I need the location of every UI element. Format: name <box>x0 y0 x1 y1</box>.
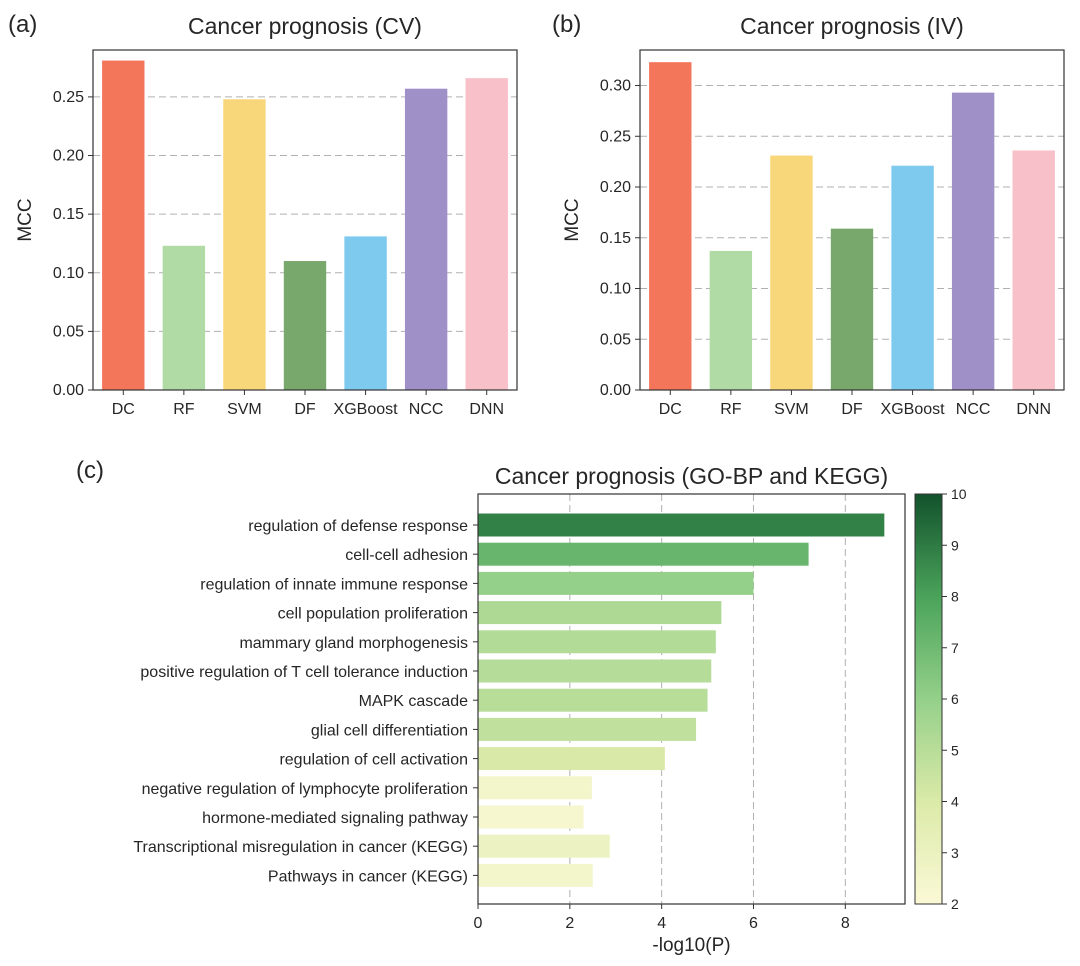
bar-c-8 <box>478 747 665 771</box>
bar-c-12 <box>478 863 593 887</box>
ytick-label-a: 0.05 <box>53 323 84 340</box>
bar-c-9 <box>478 776 592 800</box>
bar-c-1 <box>478 542 809 566</box>
panel-letter-a: (a) <box>8 11 37 38</box>
ytick-label-a: 0.25 <box>53 89 84 106</box>
colorbar-tick-label-7: 9 <box>951 537 959 553</box>
xtick-label-b-2: SVM <box>774 401 809 418</box>
ytick-label-b: 0.15 <box>600 230 631 247</box>
bar-b-3 <box>830 228 874 390</box>
category-label-c-6: MAPK cascade <box>359 693 468 710</box>
colorbar-tick-label-3: 5 <box>951 742 959 758</box>
category-label-c-11: Transcriptional misregulation in cancer … <box>133 839 468 856</box>
bar-a-1 <box>162 245 206 390</box>
plot-frame-b <box>639 49 1065 391</box>
category-label-c-0: regulation of defense response <box>248 518 468 535</box>
bar-c-10 <box>478 805 584 829</box>
ytick-label-a: 0.15 <box>53 206 84 223</box>
plot-frame-c <box>477 493 906 905</box>
ytick-label-b: 0.00 <box>600 382 631 399</box>
bar-a-4 <box>344 236 387 390</box>
category-label-c-4: mammary gland morphogenesis <box>239 635 468 652</box>
bar-c-4 <box>478 630 716 654</box>
bar-a-2 <box>223 99 266 390</box>
category-label-c-2: regulation of innate immune response <box>200 576 468 593</box>
ytick-label-b: 0.10 <box>600 281 631 298</box>
ytick-label-b: 0.30 <box>600 78 631 95</box>
bar-b-6 <box>1012 150 1055 390</box>
y-axis-label-b: MCC <box>562 198 583 241</box>
bar-a-0 <box>102 60 145 390</box>
bar-b-2 <box>770 155 813 390</box>
xtick-label-c-2: 4 <box>657 915 666 932</box>
xtick-label-b-4: XGBoost <box>881 401 946 418</box>
category-label-c-12: Pathways in cancer (KEGG) <box>268 868 468 885</box>
bar-b-0 <box>649 62 692 390</box>
bar-b-1 <box>709 250 753 390</box>
colorbar <box>914 493 943 905</box>
bar-a-3 <box>283 261 327 390</box>
xtick-label-b-6: DNN <box>1016 401 1051 418</box>
xtick-label-b-0: DC <box>659 401 682 418</box>
xtick-label-a-4: XGBoost <box>334 401 399 418</box>
chart-panel-b: (b) Cancer prognosis (IV) 0.00 0.05 0.10 0.15… <box>552 11 1065 418</box>
colorbar-tick-label-2: 4 <box>951 794 959 810</box>
xtick-label-a-3: DF <box>294 401 316 418</box>
ytick-label-b: 0.05 <box>600 331 631 348</box>
ytick-label-a: 0.10 <box>53 265 84 282</box>
ytick-label-b: 0.25 <box>600 128 631 145</box>
ytick-label-a: 0.20 <box>53 148 84 165</box>
xtick-label-b-5: NCC <box>956 401 991 418</box>
y-axis-label-a: MCC <box>15 198 36 241</box>
chart-panel-c: (c) Cancer prognosis (GO-BP and KEGG) 0 2 4 6… <box>76 457 967 956</box>
xtick-label-a-6: DNN <box>469 401 504 418</box>
bar-c-11 <box>478 834 610 858</box>
panel-letter-b: (b) <box>552 11 581 38</box>
bar-a-6 <box>465 78 508 390</box>
xtick-label-c-0: 0 <box>474 915 483 932</box>
xtick-label-c-4: 8 <box>841 915 850 932</box>
colorbar-tick-label-1: 3 <box>951 845 959 861</box>
xtick-label-b-3: DF <box>841 401 863 418</box>
bar-b-5 <box>951 92 995 391</box>
category-label-c-5: positive regulation of T cell tolerance … <box>140 664 468 681</box>
bar-c-3 <box>478 601 722 625</box>
xtick-label-b-1: RF <box>720 401 742 418</box>
category-label-c-10: hormone-mediated signaling pathway <box>202 810 468 827</box>
bar-c-5 <box>478 659 712 683</box>
category-label-c-1: cell-cell adhesion <box>345 547 468 564</box>
xtick-label-a-5: NCC <box>409 401 444 418</box>
chart-title-c: Cancer prognosis (GO-BP and KEGG) <box>495 463 888 489</box>
bar-c-6 <box>478 688 708 712</box>
category-label-c-3: cell population proliferation <box>278 606 468 623</box>
colorbar-tick-label-8: 10 <box>951 486 967 502</box>
ytick-label-a: 0.00 <box>53 382 84 399</box>
xtick-label-a-2: SVM <box>227 401 262 418</box>
xtick-label-c-3: 6 <box>749 915 758 932</box>
colorbar-tick-label-5: 7 <box>951 640 959 656</box>
xtick-label-a-0: DC <box>112 401 135 418</box>
colorbar-tick-label-0: 2 <box>951 896 959 912</box>
xtick-label-c-1: 2 <box>565 915 574 932</box>
bar-b-4 <box>891 165 934 390</box>
plot-frame-a <box>92 49 518 391</box>
colorbar-tick-label-4: 6 <box>951 691 959 707</box>
category-label-c-7: glial cell differentiation <box>311 722 468 739</box>
bar-c-0 <box>478 513 885 537</box>
chart-title-b: Cancer prognosis (IV) <box>740 13 964 39</box>
category-label-c-9: negative regulation of lymphocyte prolif… <box>142 781 468 798</box>
chart-title-a: Cancer prognosis (CV) <box>188 13 422 39</box>
chart-panel-a: (a) Cancer prognosis (CV) 0.00 0.05 0.10 0.15… <box>8 11 518 418</box>
bar-c-7 <box>478 717 697 741</box>
x-axis-label-c: -log10(P) <box>652 935 730 956</box>
ytick-label-b: 0.20 <box>600 179 631 196</box>
panel-letter-c: (c) <box>76 457 104 484</box>
xtick-label-a-1: RF <box>173 401 195 418</box>
colorbar-tick-label-6: 8 <box>951 589 959 605</box>
bar-a-5 <box>404 88 448 391</box>
category-label-c-8: regulation of cell activation <box>279 752 468 769</box>
bar-c-2 <box>478 571 754 595</box>
